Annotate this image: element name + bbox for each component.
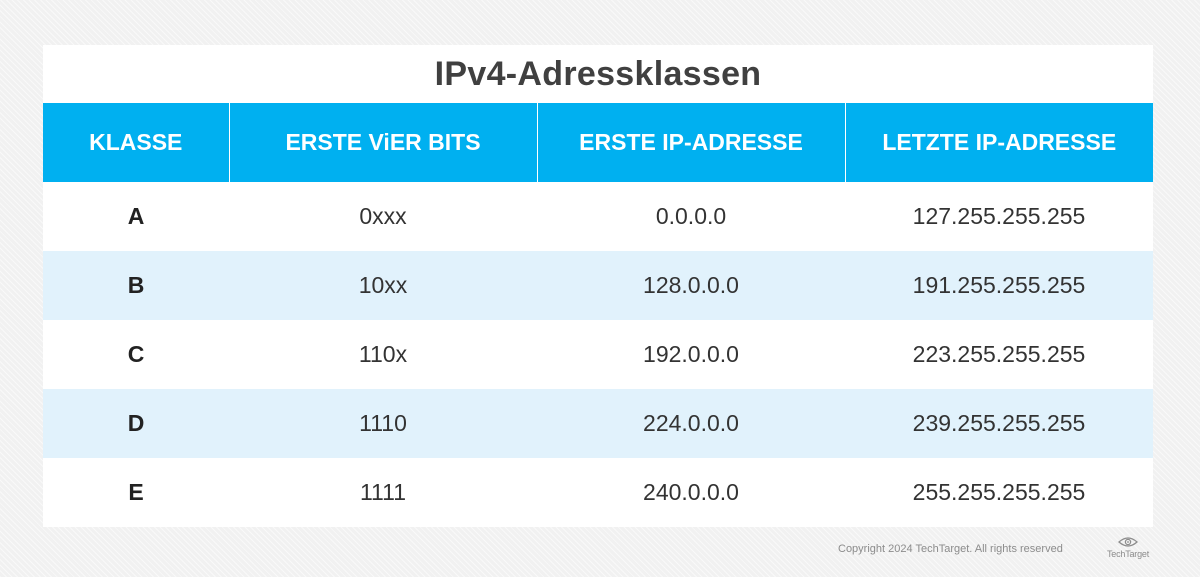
- cell-klasse: A: [127, 203, 145, 229]
- cell-letzte-ip-adresse: 127.255.255.255: [912, 203, 1086, 229]
- logo-wordmark: TechTarget: [1106, 549, 1150, 559]
- cell-letzte-ip-adresse: 191.255.255.255: [845, 251, 1153, 320]
- table-row: C 110x 192.0.0.0 223.255.255.255: [43, 320, 1153, 389]
- cell-klasse: E: [128, 479, 144, 505]
- table-row: A 0xxx 0.0.0.0 127.255.255.255: [43, 182, 1153, 251]
- copyright-text: Copyright 2024 TechTarget. All rights re…: [838, 543, 1063, 555]
- cell-erste-vier-bits: 110x: [358, 341, 408, 367]
- cell-klasse: C: [127, 341, 145, 367]
- column-header-letzte-ip-adresse: LETZTE IP-ADRESSE: [844, 103, 1153, 182]
- cell-erste-ip-adresse: 0.0.0.0: [655, 203, 727, 229]
- techtarget-logo: TechTarget: [1103, 536, 1153, 564]
- table-row: D 1110 224.0.0.0 239.255.255.255: [43, 389, 1153, 458]
- cell-erste-ip-adresse: 240.0.0.0: [643, 479, 739, 505]
- table-card: IPv4-Adressklassen KLASSE ERSTE ViER BIT…: [43, 45, 1153, 527]
- cell-klasse: B: [43, 251, 229, 320]
- column-header-erste-vier-bits: ERSTE ViER BITS: [228, 103, 537, 182]
- cell-letzte-ip-adresse: 255.255.255.255: [912, 479, 1086, 505]
- table-row: B 10xx 128.0.0.0 191.255.255.255: [43, 251, 1153, 320]
- cell-erste-ip-adresse: 192.0.0.0: [643, 341, 739, 367]
- cell-erste-vier-bits: 10xx: [229, 251, 537, 320]
- eye-icon: [1118, 537, 1138, 547]
- cell-erste-vier-bits: 0xxx: [359, 203, 407, 229]
- cell-erste-vier-bits: 1110: [229, 389, 537, 458]
- ip-class-table: KLASSE ERSTE ViER BITS ERSTE IP-ADRESSE …: [43, 103, 1153, 527]
- table-header-row: KLASSE ERSTE ViER BITS ERSTE IP-ADRESSE …: [43, 103, 1153, 182]
- cell-erste-vier-bits: 1111: [359, 479, 407, 505]
- column-header-klasse: KLASSE: [43, 103, 229, 182]
- cell-erste-ip-adresse: 128.0.0.0: [537, 251, 845, 320]
- table-row: E 1111 240.0.0.0 255.255.255.255: [43, 458, 1153, 527]
- cell-klasse: D: [43, 389, 229, 458]
- cell-erste-ip-adresse: 224.0.0.0: [537, 389, 845, 458]
- column-header-erste-ip-adresse: ERSTE IP-ADRESSE: [536, 103, 845, 182]
- chart-title: IPv4-Adressklassen: [434, 54, 762, 93]
- cell-letzte-ip-adresse: 239.255.255.255: [845, 389, 1153, 458]
- cell-letzte-ip-adresse: 223.255.255.255: [912, 341, 1086, 367]
